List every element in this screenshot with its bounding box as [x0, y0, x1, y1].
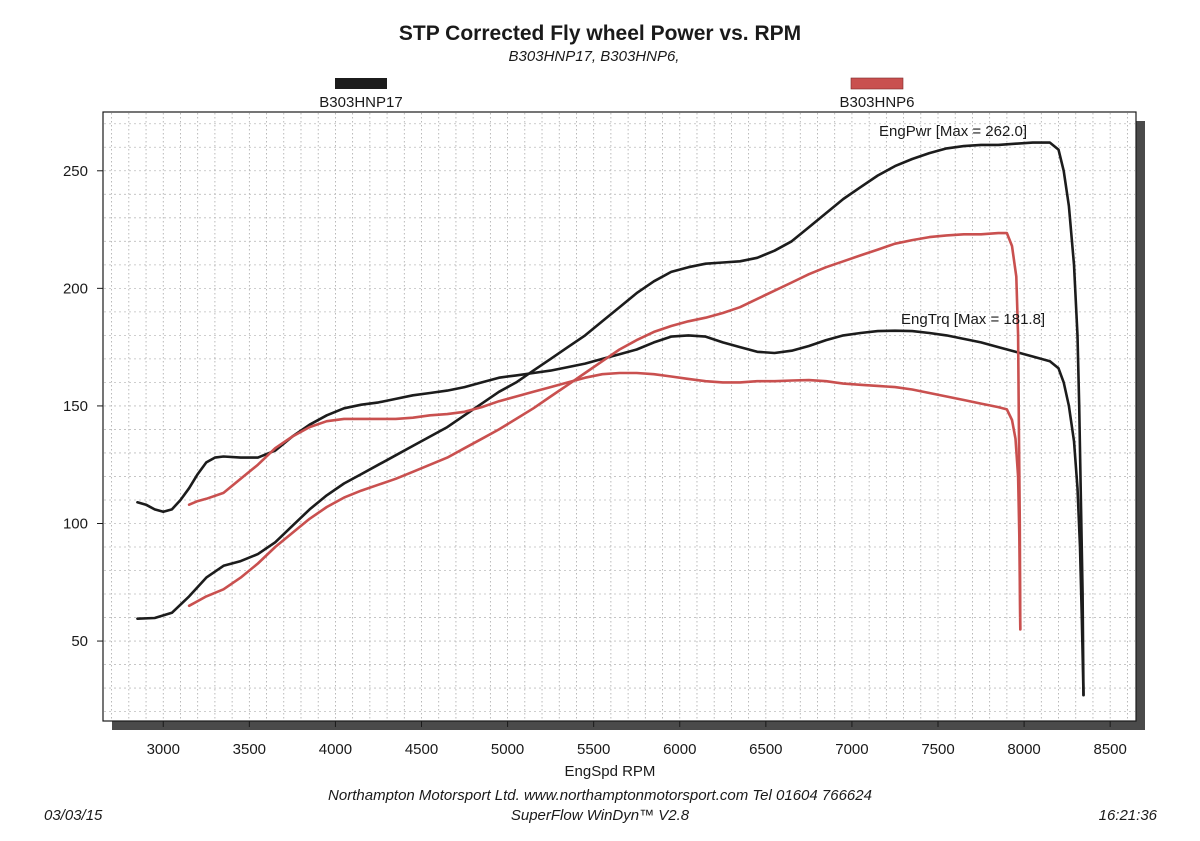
x-tick-label: 4000 — [319, 741, 352, 758]
series-line-b303hnp17-engpwr — [136, 141, 1085, 697]
y-tick-label: 200 — [63, 280, 88, 297]
x-tick-label: 3500 — [233, 741, 266, 758]
legend-label-b303hnp17: B303HNP17 — [319, 94, 402, 111]
footer-date: 03/03/15 — [44, 807, 103, 824]
legend: B303HNP17 B303HNP6 — [319, 77, 915, 111]
chart-title: STP Corrected Fly wheel Power vs. RPM — [399, 22, 801, 45]
series-line-b303hnp6-engtrq — [187, 371, 1022, 631]
x-tick-label: 5500 — [577, 741, 610, 758]
series-line-b303hnp6-engpwr — [187, 231, 1022, 631]
series-group — [136, 141, 1085, 697]
footer-company: Northampton Motorsport Ltd. www.northamp… — [328, 787, 872, 804]
legend-swatch-b303hnp6 — [850, 77, 904, 90]
x-tick-label: 3000 — [147, 741, 180, 758]
footer-time: 16:21:36 — [1099, 807, 1158, 824]
axis-ticks: 3000 3500 4000 4500 5000 5500 6000 6500 7000 7500… — [63, 163, 1127, 758]
x-tick-label: 7500 — [921, 741, 954, 758]
x-tick-label: 4500 — [405, 741, 438, 758]
plot-area — [102, 111, 1137, 722]
x-tick-label: 8000 — [1007, 741, 1040, 758]
y-tick-label: 50 — [71, 633, 88, 650]
footer-software: SuperFlow WinDyn™ V2.8 — [511, 807, 690, 824]
legend-swatch-b303hnp17 — [335, 78, 387, 89]
x-tick-label: 6500 — [749, 741, 782, 758]
x-tick-label: 8500 — [1093, 741, 1126, 758]
chart-subtitle: B303HNP17, B303HNP6, — [509, 48, 680, 65]
x-tick-label: 7000 — [835, 741, 868, 758]
legend-label-b303hnp6: B303HNP6 — [839, 94, 914, 111]
series-line-b303hnp17-engtrq — [136, 329, 1085, 697]
x-axis-label: EngSpd RPM — [565, 763, 656, 780]
y-tick-label: 100 — [63, 515, 88, 532]
x-tick-label: 5000 — [491, 741, 524, 758]
y-tick-label: 150 — [63, 398, 88, 415]
engtrq-max-annotation: EngTrq [Max = 181.8] — [901, 311, 1045, 328]
x-tick-label: 6000 — [663, 741, 696, 758]
grid — [104, 113, 1135, 720]
y-tick-label: 250 — [63, 163, 88, 180]
engpwr-max-annotation: EngPwr [Max = 262.0] — [879, 123, 1027, 140]
